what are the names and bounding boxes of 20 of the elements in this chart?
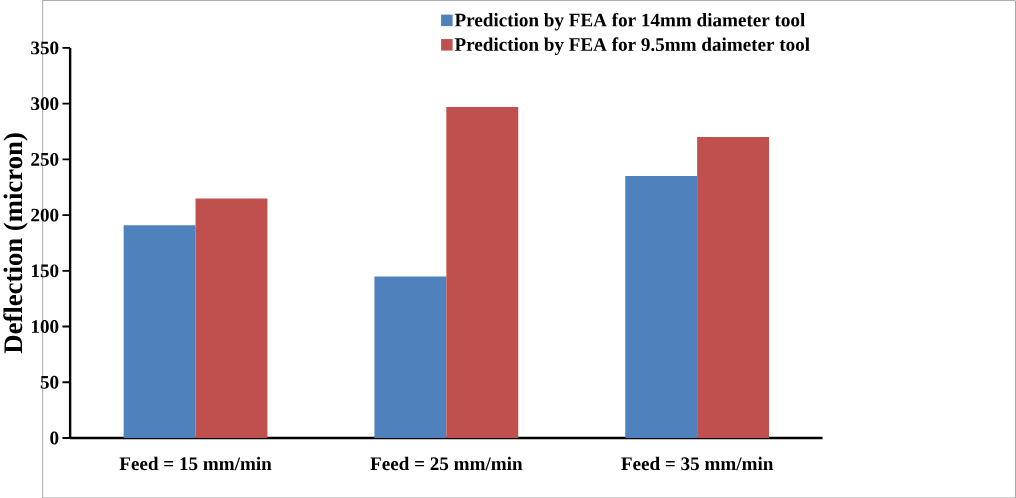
y-tick-label: 250 [31,152,59,166]
legend-label: Prediction by FEA for 9.5mm daimeter tool [454,37,810,55]
bar [195,198,268,438]
bar [446,106,519,438]
bar [697,136,770,438]
x-tick-label: Feed = 35 mm/min [621,456,774,470]
y-tick-label: 100 [31,319,59,333]
y-tick-label: 50 [40,375,59,389]
y-axis-title: Deflection (micron) [3,133,28,354]
x-tick-label: Feed = 15 mm/min [119,456,272,470]
y-tick-label: 200 [31,208,59,222]
legend-label: Prediction by FEA for 14mm diameter tool [454,12,805,31]
y-tick-label: 350 [31,41,59,55]
y-tick-label: 0 [50,431,59,445]
y-tick-label: 300 [31,97,59,110]
bar [625,175,698,438]
bar [374,276,447,438]
bar [123,224,196,438]
x-tick-label: Feed = 25 mm/min [370,456,523,470]
y-tick-label: 150 [31,264,59,278]
